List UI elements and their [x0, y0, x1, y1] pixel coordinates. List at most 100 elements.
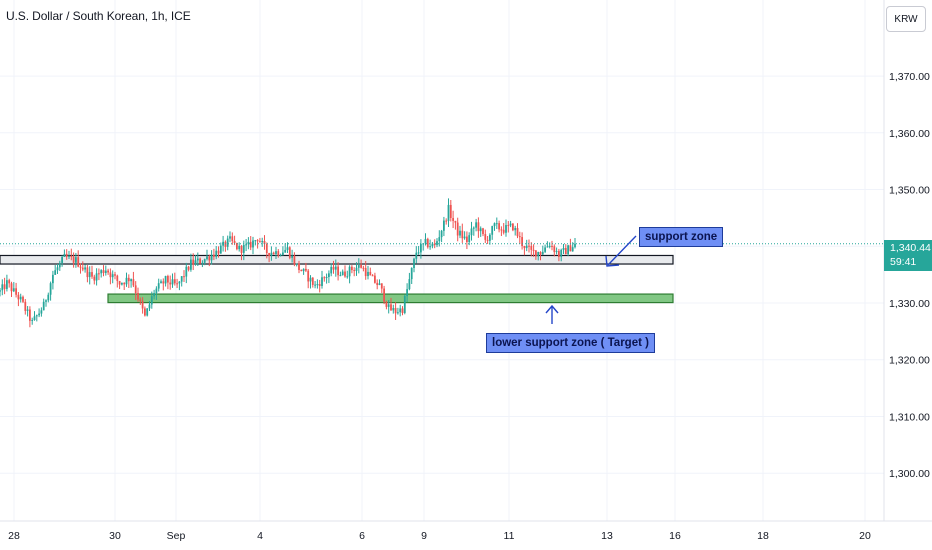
- x-tick-label: 20: [859, 530, 871, 542]
- candle: [213, 248, 215, 261]
- candle: [125, 272, 128, 287]
- x-tick-label: 11: [504, 530, 515, 542]
- candle-body: [33, 316, 36, 320]
- x-tick-label: 28: [8, 530, 20, 542]
- candle: [95, 268, 98, 286]
- candle: [91, 265, 93, 279]
- candle: [461, 223, 464, 243]
- candle-body: [231, 236, 234, 242]
- candle-body: [463, 236, 466, 239]
- candle: [298, 260, 300, 274]
- candle-body: [555, 251, 558, 253]
- price-axis[interactable]: 1,300.001,310.001,320.001,330.001,340.00…: [889, 71, 930, 480]
- candle-body: [29, 309, 31, 321]
- candle-body: [144, 308, 146, 316]
- candle: [330, 263, 333, 277]
- candle-body: [298, 263, 300, 270]
- candle: [277, 249, 280, 258]
- candle: [268, 252, 270, 263]
- candle: [222, 235, 224, 252]
- last-price-value: 1,340.44: [890, 242, 931, 254]
- candle: [217, 246, 220, 258]
- candle-body: [70, 255, 73, 257]
- candle: [470, 221, 473, 241]
- candle: [512, 223, 514, 232]
- zones-layer: [0, 254, 674, 304]
- candle: [514, 225, 517, 236]
- candle: [240, 245, 243, 261]
- candle: [58, 260, 61, 271]
- candle-body: [475, 222, 477, 228]
- candle-body: [355, 267, 358, 271]
- candle: [194, 255, 197, 266]
- candle: [208, 254, 211, 267]
- candle-body: [270, 252, 273, 256]
- candle-body: [472, 227, 475, 229]
- candle: [52, 270, 54, 290]
- candle-body: [22, 296, 24, 302]
- candle-body: [35, 315, 38, 317]
- support-arrow-icon: [605, 235, 637, 267]
- candle-body: [309, 277, 312, 282]
- candle-body: [139, 299, 142, 302]
- support-zone-label[interactable]: support zone: [639, 227, 724, 247]
- candle: [176, 278, 178, 289]
- candle-body: [61, 256, 63, 263]
- candle-body: [401, 308, 404, 313]
- candle-body: [45, 300, 47, 302]
- x-tick-label: 13: [601, 530, 613, 542]
- candle-body: [353, 270, 356, 272]
- chart-title: U.S. Dollar / South Korean, 1h, ICE: [6, 9, 191, 23]
- candle-body: [392, 308, 395, 311]
- candle-body: [109, 272, 112, 278]
- currency-button[interactable]: KRW: [886, 6, 926, 32]
- candle-body: [183, 276, 185, 278]
- time-axis[interactable]: 28 30 Sep 4 6 9 11 13 16 18 20: [8, 530, 871, 542]
- candle-body: [261, 240, 264, 243]
- candle: [466, 231, 468, 250]
- candle: [560, 248, 563, 262]
- candle-body: [537, 252, 540, 257]
- candle: [553, 244, 556, 257]
- candle: [532, 244, 535, 257]
- candle-body: [58, 262, 61, 268]
- candle: [201, 260, 204, 268]
- candle: [49, 281, 52, 301]
- candle-body: [15, 288, 17, 295]
- candle-body: [380, 283, 383, 289]
- candle: [392, 304, 395, 314]
- candle-body: [93, 276, 96, 281]
- candle-body: [201, 262, 204, 264]
- candle-body: [256, 240, 259, 242]
- candle-body: [63, 253, 66, 257]
- candle: [571, 242, 574, 252]
- support-zone-rect[interactable]: [0, 254, 674, 265]
- candle-body: [486, 239, 489, 241]
- candle: [429, 239, 431, 250]
- candle: [364, 260, 367, 280]
- candle: [187, 265, 190, 272]
- candle-body: [551, 245, 553, 247]
- candle: [93, 274, 96, 285]
- candle: [369, 267, 372, 276]
- candle: [100, 269, 103, 278]
- candle: [341, 269, 344, 276]
- y-tick-label: 1,300.00: [889, 468, 930, 480]
- candle: [265, 242, 268, 259]
- candle: [63, 249, 66, 258]
- candle-body: [394, 308, 397, 314]
- candle-body: [493, 223, 496, 227]
- bar-countdown: 59:41: [890, 256, 917, 268]
- lower-support-zone-label[interactable]: lower support zone ( Target ): [486, 333, 655, 353]
- candle-body: [307, 270, 310, 282]
- candle: [332, 260, 335, 274]
- y-tick-label: 1,320.00: [889, 355, 930, 367]
- candle-body: [226, 238, 229, 247]
- candle-body: [219, 245, 222, 254]
- candle-body: [153, 293, 155, 297]
- candle-body: [249, 241, 252, 248]
- candle: [238, 242, 241, 252]
- candle-body: [438, 237, 441, 242]
- candle: [482, 227, 484, 237]
